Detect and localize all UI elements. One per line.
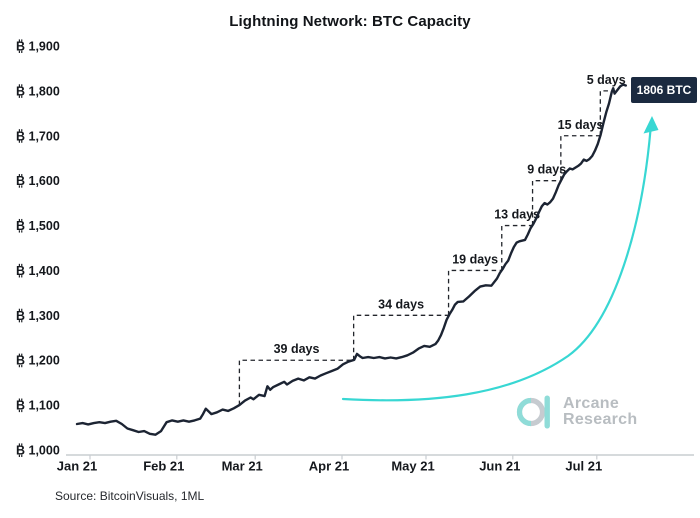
x-tick-label: Mar 21: [222, 459, 263, 474]
milestone-label: 19 days: [452, 252, 498, 266]
btc-sign-stroke: [21, 443, 23, 446]
btc-sign-stroke: [21, 39, 23, 42]
btc-sign-stroke: [21, 364, 23, 368]
y-tick-label: B 1,700: [16, 129, 60, 143]
btc-sign-stroke: [18, 84, 20, 87]
btc-sign-stroke: [18, 39, 20, 42]
btc-sign-stroke: [18, 129, 20, 132]
x-tick-label: Jul 21: [565, 459, 602, 474]
milestone-label: 9 days: [527, 163, 566, 177]
btc-sign-stroke: [21, 129, 23, 132]
btc-sign-stroke: [18, 95, 20, 98]
btc-sign-stroke: [18, 454, 20, 457]
btc-sign-stroke: [18, 443, 20, 446]
btc-sign-stroke: [18, 218, 20, 222]
milestone-step: [447, 269, 502, 316]
y-tick-label: B 1,600: [16, 174, 60, 188]
y-tick-label: B 1,900: [16, 40, 60, 54]
btc-sign-stroke: [18, 353, 20, 356]
x-tick-label: Apr 21: [309, 459, 349, 474]
x-tick-label: Feb 21: [143, 459, 184, 474]
btc-sign-stroke: [18, 308, 20, 312]
btc-sign-stroke: [21, 140, 23, 143]
capacity-line: [75, 83, 627, 436]
x-tick-label: May 21: [391, 459, 434, 474]
btc-sign-stroke: [18, 140, 20, 143]
milestone-label: 34 days: [378, 297, 424, 311]
source-note: Source: BitcoinVisuals, 1ML: [55, 489, 205, 503]
arcane-logo-icon: [516, 395, 550, 429]
milestone-label: 5 days: [587, 73, 626, 87]
btc-sign-stroke: [21, 275, 23, 278]
btc-sign-stroke: [21, 454, 23, 457]
btc-sign-stroke: [21, 95, 23, 98]
btc-sign-stroke: [18, 50, 20, 53]
btc-sign-stroke: [21, 320, 23, 323]
btc-sign-stroke: [18, 320, 20, 323]
milestone-step: [560, 135, 601, 181]
trend-arrowhead-icon: [643, 116, 659, 134]
btc-sign-stroke: [21, 84, 23, 87]
y-tick-label: B 1,000: [16, 444, 60, 458]
logo-word-1: Arcane: [563, 395, 620, 412]
milestone-step: [238, 359, 354, 406]
btc-sign-stroke: [18, 275, 20, 278]
btc-sign-stroke: [18, 263, 20, 267]
current-value-label: 1806 BTC: [636, 83, 692, 97]
btc-sign-stroke: [21, 50, 23, 53]
milestone-step: [501, 224, 533, 271]
y-tick-label: B 1,500: [16, 219, 60, 233]
y-tick-label: B 1,300: [16, 309, 60, 323]
x-tick-label: Jun 21: [479, 459, 520, 474]
logo-word-2: Research: [563, 411, 638, 428]
btc-sign-stroke: [21, 308, 23, 312]
milestone-label: 15 days: [558, 118, 604, 132]
chart-title: Lightning Network: BTC Capacity: [229, 13, 471, 30]
current-value-badge: 1806 BTC: [631, 77, 697, 103]
btc-sign-stroke: [18, 398, 20, 401]
milestone-step: [352, 314, 449, 361]
y-tick-label: B 1,400: [16, 264, 60, 278]
btc-sign-stroke: [18, 230, 20, 233]
milestone-label: 13 days: [494, 208, 540, 222]
trend-arrow-curve: [341, 128, 652, 402]
btc-sign-stroke: [21, 230, 23, 233]
btc-sign-stroke: [21, 185, 23, 188]
btc-sign-stroke: [21, 174, 23, 177]
x-tick-label: Jan 21: [57, 459, 97, 474]
btc-sign-stroke: [21, 398, 23, 401]
milestone-label: 39 days: [274, 342, 320, 356]
btc-sign-stroke: [18, 174, 20, 177]
y-tick-label: B 1,800: [16, 84, 60, 98]
btc-sign-stroke: [21, 353, 23, 356]
btc-sign-stroke: [21, 218, 23, 222]
btc-sign-stroke: [21, 409, 23, 413]
btc-sign-stroke: [18, 185, 20, 188]
btc-sign-stroke: [18, 364, 20, 368]
arcane-research-logo: Arcane Research: [513, 392, 637, 432]
y-tick-label: B 1,100: [16, 399, 60, 413]
btc-sign-stroke: [18, 409, 20, 413]
y-tick-label: B 1,200: [16, 354, 60, 368]
btc-sign-stroke: [21, 263, 23, 267]
